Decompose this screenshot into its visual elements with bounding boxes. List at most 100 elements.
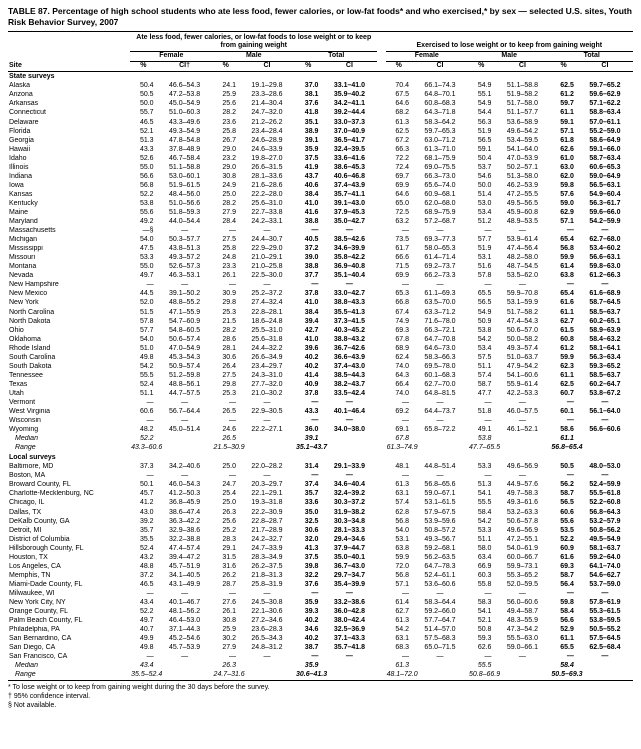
- percent-cell: 56.8–65.4: [551, 444, 583, 452]
- percent-cell: 50.5–69.3: [551, 671, 583, 679]
- site-cell: Vermont: [9, 398, 36, 406]
- column-spacer: [377, 517, 385, 526]
- ci-column-header: CI: [321, 61, 378, 72]
- percent-cell: 25.9: [222, 626, 236, 634]
- percent-cell: 43.7: [304, 172, 319, 180]
- table-row: Arkansas 50.0 45.0–54.9 25.6 21.4–30.4 37.6 34…: [8, 100, 633, 109]
- ci-cell: 51.8–59.3: [168, 208, 201, 216]
- column-spacer: [377, 599, 385, 608]
- column-spacer: [377, 380, 385, 389]
- ci-cell: 54.0–61.9: [506, 544, 538, 552]
- percent-cell: 25.6: [222, 517, 236, 525]
- percent-cell: 41.3: [304, 544, 319, 552]
- ci-cell: [321, 444, 377, 453]
- percent-cell: 63.8: [560, 272, 574, 280]
- ci-cell: 37.8–48.9: [168, 145, 201, 153]
- ci-cell: 49.4–58.7: [506, 608, 538, 616]
- percent-cell: 55.1: [477, 91, 492, 99]
- ci-cell: 53.1–59.9: [506, 299, 538, 307]
- female-header: Female: [385, 51, 468, 62]
- percent-cell: 70.4: [395, 82, 410, 90]
- percent-cell: 54.1: [477, 608, 492, 616]
- table-row: Palm Beach County, FL 49.7 46.4–53.0 30.8 27…: [8, 617, 633, 626]
- percent-cell: —: [402, 417, 410, 425]
- ci-cell: 21.6–28.6: [251, 181, 283, 189]
- percent-cell: 60.9: [560, 544, 574, 552]
- percent-cell: 53.0: [477, 199, 492, 207]
- ci-cell: 59.2–66.0: [424, 608, 456, 616]
- site-cell: Connecticut: [9, 109, 46, 117]
- percent-cell: 48.2: [139, 426, 154, 434]
- ci-cell: 47.0–54.9: [168, 344, 201, 352]
- column-spacer: [377, 389, 385, 398]
- table-title: TABLE 87. Percentage of high school stud…: [8, 6, 632, 28]
- site-cell: Maine: [9, 208, 29, 216]
- percent-cell: 43.3: [304, 408, 319, 416]
- percent-cell: 67.8: [395, 335, 410, 343]
- ci-cell: —: [436, 398, 444, 406]
- percent-cell: —: [402, 653, 410, 661]
- percent-cell: 66.3: [395, 145, 410, 153]
- site-cell: Massachusetts: [9, 227, 56, 235]
- ci-cell: 55.2–59.0: [589, 127, 621, 135]
- ci-cell: 59.2–68.1: [424, 544, 456, 552]
- table-row: New York City, NY 43.4 40.1–46.7 27.6 24.5–3…: [8, 599, 633, 608]
- percent-cell: 73.5: [395, 236, 410, 244]
- ci-cell: 51.1–58.8: [506, 82, 538, 90]
- ci-cell: 49.7–58.3: [506, 490, 538, 498]
- ci-cell: —: [263, 398, 271, 406]
- percent-cell: 61.3: [395, 662, 410, 670]
- percent-cell: 62.6: [560, 145, 574, 153]
- percent-cell: 52.6: [139, 154, 154, 162]
- percent-cell: 50.8–66.9: [468, 671, 501, 679]
- percent-cell: —: [229, 472, 236, 480]
- percent-cell: 24.1: [222, 82, 236, 90]
- percent-cell: —: [146, 281, 154, 289]
- ci-cell: 38.5–44.3: [333, 371, 365, 379]
- percent-cell: 55.0: [139, 263, 154, 271]
- ci-cell: 53.1–61.5: [424, 499, 456, 507]
- ci-cell: 32.9–38.6: [168, 526, 201, 534]
- percent-cell: 29.8: [222, 380, 236, 388]
- column-spacer: [377, 526, 385, 535]
- ci-cell: 47.2–53.8: [168, 91, 201, 99]
- table-row: Idaho 52.6 46.7–58.4 23.2 19.8–27.0 37.5 33.6–…: [8, 154, 633, 163]
- ci-cell: 47.8–54.8: [168, 136, 201, 144]
- ci-column-header: CI: [576, 61, 633, 72]
- ci-cell: 34.6–39.9: [333, 245, 365, 253]
- site-cell: Tennessee: [9, 371, 43, 379]
- ci-cell: 29.7–34.7: [333, 571, 365, 579]
- ci-cell: —: [518, 472, 526, 480]
- ci-cell: 54.7–60.9: [168, 317, 201, 325]
- table-row: Los Angeles, CA 48.8 45.7–51.9 31.6 26.2–37.…: [8, 562, 633, 571]
- site-cell: New Mexico: [9, 290, 48, 298]
- ci-cell: 45.7–51.9: [168, 562, 201, 570]
- percent-cell: 26.2: [222, 571, 236, 579]
- ci-cell: 49.6–54.2: [506, 127, 538, 135]
- percent-cell: 30.6: [304, 526, 319, 534]
- percent-cell: 55.6: [139, 208, 154, 216]
- percent-cell: 49.8: [139, 644, 154, 652]
- column-spacer: [377, 662, 385, 671]
- percent-cell: 51.1: [477, 535, 492, 543]
- ci-cell: 35.4–39.9: [333, 580, 365, 588]
- site-cell: Hillsborough County, FL: [9, 544, 84, 552]
- column-spacer: [377, 435, 385, 444]
- ci-cell: 37.1–43.3: [333, 635, 365, 643]
- percent-cell: 61.7: [395, 245, 410, 253]
- percent-cell: 26.3: [222, 662, 236, 670]
- table-row: Delaware 46.5 43.3–49.6 23.6 21.2–26.2 35.1 33…: [8, 118, 633, 127]
- ci-cell: 58.5–63.7: [589, 308, 621, 316]
- ci-cell: 60.8–68.3: [424, 100, 456, 108]
- ci-cell: 35.7–41.8: [333, 644, 365, 652]
- percent-cell: —: [311, 227, 319, 235]
- ci-cell: 50.9–57.4: [168, 362, 201, 370]
- ci-cell: 53.9–61.4: [506, 236, 538, 244]
- column-header-row: Site % CI† % CI % CI % CI % CI % CI: [8, 61, 633, 72]
- percent-cell: 65.4: [560, 236, 574, 244]
- percent-cell: 24.7: [222, 481, 236, 489]
- percent-cell: 31.4: [304, 463, 319, 471]
- percent-cell: 63.1: [395, 490, 410, 498]
- ci-cell: 25.5–31.0: [251, 326, 283, 334]
- table-row: Indiana 56.6 53.0–60.1 30.8 28.1–33.6 43.7 40.…: [8, 172, 633, 181]
